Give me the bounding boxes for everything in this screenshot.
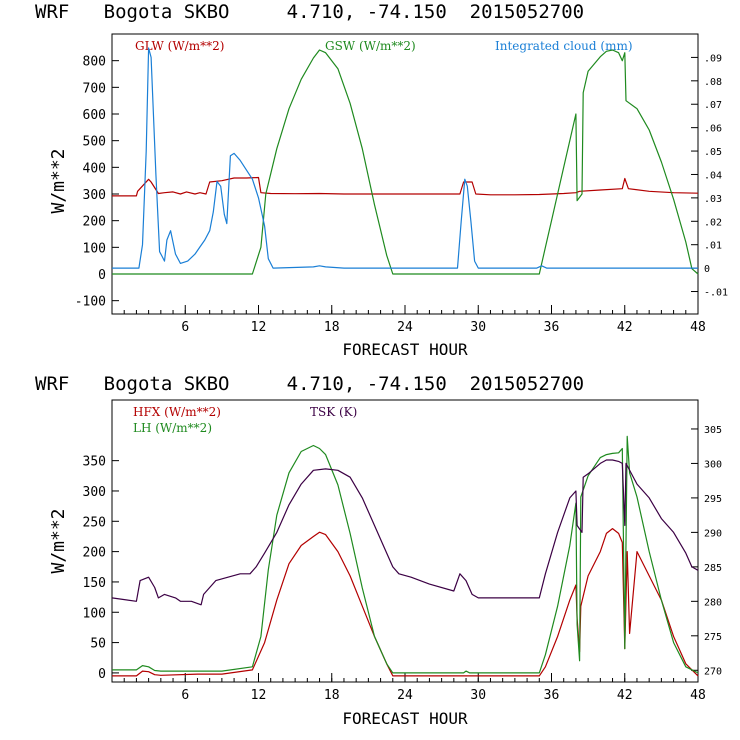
bottom-series-hfx-line [112, 527, 699, 677]
top-y-ticks: -100 0 100 200 300 400 500 600 700 800 [75, 55, 119, 310]
bottom-x-tick-label: 24 [397, 688, 413, 703]
top-y-tick-label: 500 [83, 135, 106, 150]
top-plot-frame [111, 33, 699, 315]
bottom-legend-hfx: HFX (W/m**2) [133, 405, 221, 419]
top-x-axis-label: FORECAST HOUR [342, 340, 468, 359]
top-y2-tick-label: .02 [704, 217, 722, 228]
bottom-y-ticks: 0 50 100 150 200 250 300 350 [83, 455, 119, 682]
bottom-y-tick-label: 100 [83, 606, 106, 621]
bottom-y2-tick-label: 275 [704, 632, 722, 643]
top-x-tick-label: 18 [324, 320, 340, 335]
bottom-y2-tick-label: 295 [704, 494, 722, 505]
bottom-y-axis-label: W/m**2 [48, 508, 69, 573]
bottom-y-tick-label: 200 [83, 546, 106, 561]
top-y-tick-label: 200 [83, 215, 106, 230]
top-legend-glw: GLW (W/m**2) [135, 39, 224, 53]
top-y-tick-label: 100 [83, 241, 106, 256]
top-x-tick-label: 30 [470, 320, 486, 335]
bottom-y2-tick-label: 290 [704, 528, 722, 539]
bottom-x-tick-label: 6 [181, 688, 189, 703]
bottom-y2-tick-label: 285 [704, 563, 722, 574]
bottom-legend-lh: LH (W/m**2) [133, 421, 212, 435]
top-x-tick-label: 42 [617, 320, 633, 335]
bottom-chart-title: WRF Bogota SKBO 4.710, -74.150 201505270… [35, 373, 584, 395]
bottom-x-tick-label: 36 [544, 688, 560, 703]
bottom-panel: WRF Bogota SKBO 4.710, -74.150 201505270… [35, 373, 722, 728]
bottom-x-tick-label: 18 [324, 688, 340, 703]
top-y2-tick-label: .01 [704, 241, 722, 252]
top-y-tick-label: 0 [98, 268, 106, 283]
top-legend-gsw: GSW (W/m**2) [325, 39, 416, 53]
top-series-glw-line [112, 176, 699, 197]
top-y2-tick-label: .07 [704, 100, 722, 111]
bottom-y-tick-label: 250 [83, 515, 106, 530]
top-x-tick-label: 12 [251, 320, 267, 335]
bottom-x-ticks: 6 12 18 24 30 36 42 48 [123, 673, 706, 703]
top-y-tick-label: 800 [83, 55, 106, 70]
top-y2-tick-label: .03 [704, 194, 722, 205]
bottom-series-group [111, 435, 699, 677]
top-series-gsw-line [112, 49, 699, 275]
bottom-y-tick-label: 350 [83, 455, 106, 470]
top-x-tick-label: 6 [181, 320, 189, 335]
top-y-tick-label: -100 [75, 295, 106, 310]
top-y2-tick-label: 0 [704, 264, 710, 275]
top-legend-cloud: Integrated cloud (mm) [495, 39, 633, 53]
top-y-tick-label: 400 [83, 161, 106, 176]
top-y2-tick-label: .08 [704, 77, 722, 88]
top-y-tick-label: 300 [83, 188, 106, 203]
bottom-x-axis-label: FORECAST HOUR [342, 709, 468, 728]
bottom-y2-tick-label: 280 [704, 597, 722, 608]
top-series-integrated-line [112, 47, 698, 269]
bottom-x-tick-label: 48 [690, 688, 706, 703]
bottom-y2-tick-label: 305 [704, 425, 722, 436]
bottom-legend-tsk: TSK (K) [310, 405, 357, 419]
bottom-series-lh-line [112, 435, 699, 674]
bottom-y2-tick-label: 270 [704, 666, 722, 677]
bottom-x-tick-label: 12 [251, 688, 267, 703]
top-y2-tick-label: -.01 [704, 288, 728, 299]
top-y2-ticks: -.01 0 .01 .02 .03 .04 .05 .06 .07 .08 .09 [691, 53, 728, 299]
top-x-tick-label: 48 [690, 320, 706, 335]
top-chart-title: WRF Bogota SKBO 4.710, -74.150 201505270… [35, 1, 584, 23]
top-y2-tick-label: .09 [704, 53, 722, 64]
top-x-ticks: 6 12 18 24 30 36 42 48 [123, 305, 706, 335]
top-panel: WRF Bogota SKBO 4.710, -74.150 201505270… [35, 1, 728, 359]
bottom-x-tick-label: 42 [617, 688, 633, 703]
top-y-tick-label: 600 [83, 108, 106, 123]
bottom-y-tick-label: 0 [98, 667, 106, 682]
top-y2-tick-label: .04 [704, 170, 722, 181]
top-y-axis-label: W/m**2 [48, 148, 69, 213]
bottom-y-tick-label: 150 [83, 576, 106, 591]
top-x-tick-label: 24 [397, 320, 413, 335]
top-y-tick-label: 700 [83, 81, 106, 96]
bottom-series-tsk-line [111, 459, 699, 606]
bottom-plot-frame [111, 399, 699, 683]
bottom-y2-ticks: 270 275 280 285 290 295 300 305 [691, 425, 722, 677]
bottom-y-tick-label: 300 [83, 485, 106, 500]
top-x-tick-label: 36 [544, 320, 560, 335]
top-y2-tick-label: .05 [704, 147, 722, 158]
bottom-x-tick-label: 30 [470, 688, 486, 703]
top-y2-tick-label: .06 [704, 124, 722, 135]
bottom-y-tick-label: 50 [90, 637, 106, 652]
top-series-group [112, 47, 699, 275]
bottom-y2-tick-label: 300 [704, 459, 722, 470]
